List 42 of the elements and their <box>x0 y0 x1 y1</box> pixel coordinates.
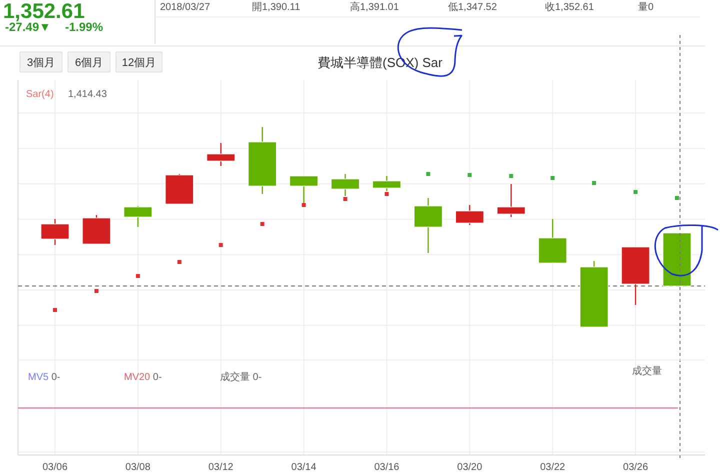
text: -1.99% <box>65 20 104 34</box>
text: 低1,347.52 <box>448 2 498 13</box>
text: MV5 0- <box>28 372 60 383</box>
point <box>675 196 679 200</box>
x-tick-label: 03/08 <box>125 462 151 473</box>
text: 成交量 <box>632 365 662 377</box>
x-tick-label: 03/26 <box>623 462 648 473</box>
x-tick-label: 03/20 <box>457 462 483 473</box>
x-tick-label: 03/16 <box>374 462 400 473</box>
point <box>343 197 348 201</box>
point <box>53 308 57 312</box>
point <box>218 243 223 247</box>
point <box>94 289 98 293</box>
x-tick-label: 03/22 <box>540 462 566 473</box>
point <box>592 181 596 185</box>
text: 12個月 <box>122 57 156 69</box>
point <box>136 274 140 278</box>
point <box>468 173 472 177</box>
text: Sar(4) <box>26 89 54 100</box>
x-tick-label: 03/06 <box>42 462 68 473</box>
point <box>426 172 430 176</box>
point <box>550 176 555 180</box>
point <box>509 174 514 178</box>
text: 3個月 <box>26 57 56 69</box>
text: 6個月 <box>74 57 104 69</box>
point <box>260 222 264 226</box>
text: 1,414.43 <box>68 89 108 100</box>
text: 開1,390.11 <box>252 2 301 13</box>
text: 2018/03/27 <box>160 2 210 13</box>
point <box>302 203 306 207</box>
x-tick-label: 03/14 <box>291 462 317 473</box>
text: 高1,391.01 <box>350 1 400 13</box>
text: 量0 <box>638 2 654 13</box>
text: -27.49▼ <box>5 20 51 34</box>
point <box>384 192 389 196</box>
point <box>177 260 182 264</box>
text: MV20 0- <box>124 372 162 383</box>
point <box>634 190 638 194</box>
text: 收1,352.61 <box>545 2 594 13</box>
text: 成交量 0- <box>220 371 262 383</box>
text: 1,352.61 <box>3 0 86 23</box>
x-tick-label: 03/12 <box>208 462 234 473</box>
